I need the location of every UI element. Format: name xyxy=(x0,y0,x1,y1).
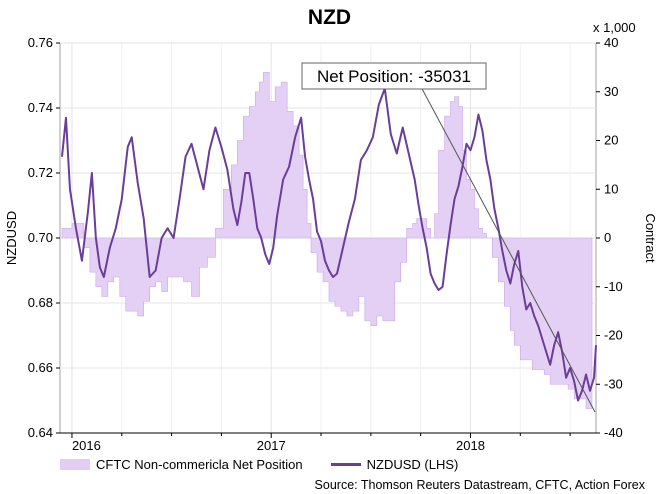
right-axis-title: Contract xyxy=(643,213,658,263)
left-tick-label: 0.70 xyxy=(28,230,53,245)
right-tick-label: 10 xyxy=(604,181,618,196)
x-tick-label: 2016 xyxy=(72,438,101,453)
legend-swatch-area xyxy=(60,459,90,470)
right-tick-label: 20 xyxy=(604,133,618,148)
right-axis-unit: x 1,000 xyxy=(593,20,636,35)
left-tick-label: 0.64 xyxy=(28,425,53,440)
left-tick-label: 0.72 xyxy=(28,165,53,180)
left-axis-ticks: 0.76 0.74 0.72 0.70 0.68 0.66 0.64 xyxy=(28,35,60,440)
annotation-box xyxy=(301,62,487,90)
x-axis-ticks: 2016 2017 2018 xyxy=(71,433,571,453)
left-tick-label: 0.66 xyxy=(28,360,53,375)
annotation-leader-line xyxy=(419,84,596,413)
net-position-area xyxy=(61,71,593,409)
legend-item-net-position: CFTC Non-commericla Net Position xyxy=(60,457,303,472)
legend-label-net-position: CFTC Non-commericla Net Position xyxy=(96,457,303,472)
legend-swatch-line xyxy=(330,463,361,466)
chart-title: NZD xyxy=(307,6,352,29)
right-tick-label: -10 xyxy=(604,279,623,294)
net-position-area-layer xyxy=(61,71,593,409)
right-tick-label: 0 xyxy=(604,230,611,245)
left-tick-label: 0.76 xyxy=(28,35,53,50)
legend: CFTC Non-commericla Net Position NZDUSD … xyxy=(60,457,486,472)
legend-label-nzdusd: NZDUSD (LHS) xyxy=(366,457,459,472)
right-axis-ticks: 40 30 20 10 0 -10 -20 -30 -40 xyxy=(596,35,623,440)
x-tick-label: 2018 xyxy=(456,438,485,453)
right-tick-label: 30 xyxy=(604,84,618,99)
source-note: Source: Thomson Reuters Datastream, CFTC… xyxy=(314,478,645,492)
legend-item-nzdusd: NZDUSD (LHS) xyxy=(330,457,459,472)
right-tick-label: -20 xyxy=(604,328,623,343)
left-axis-title: NZDUSD xyxy=(4,211,19,265)
right-tick-label: 40 xyxy=(604,35,618,50)
left-tick-label: 0.68 xyxy=(28,295,53,310)
left-tick-label: 0.74 xyxy=(28,100,53,115)
annotation-text: Net Position: -35031 xyxy=(317,67,471,86)
nzdusd-line xyxy=(60,87,597,402)
x-tick-label: 2017 xyxy=(257,438,286,453)
right-tick-label: -30 xyxy=(604,376,623,391)
right-tick-label: -40 xyxy=(604,425,623,440)
annotation-callout: Net Position: -35031 xyxy=(301,62,596,413)
nzdusd-line-layer xyxy=(60,87,597,402)
